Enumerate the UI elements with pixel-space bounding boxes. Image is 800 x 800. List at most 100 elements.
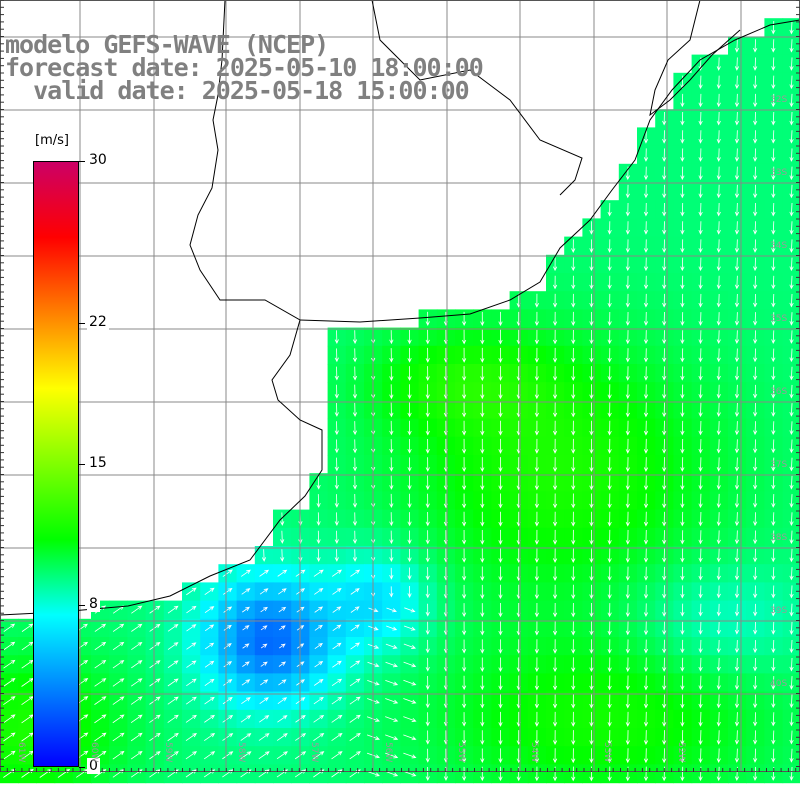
wind-arrow: [352, 549, 358, 562]
wind-arrow: [425, 511, 430, 527]
wind-arrow: [480, 402, 485, 418]
wind-arrow: [698, 112, 703, 126]
wind-arrow: [698, 567, 703, 581]
wind-arrow: [313, 751, 325, 760]
wind-arrow: [425, 366, 430, 382]
wind-arrow: [753, 112, 758, 126]
latitude-label: 33S: [770, 168, 788, 178]
wind-speed-cell: [273, 691, 292, 711]
wind-arrow: [313, 733, 325, 741]
wind-speed-cell: [163, 709, 183, 729]
wind-arrow: [552, 584, 558, 600]
wind-arrow: [480, 675, 485, 691]
wind-speed-cell: [309, 709, 329, 729]
wind-speed-cell: [254, 618, 274, 638]
wind-arrow: [240, 751, 252, 760]
wind-arrow: [643, 457, 649, 473]
wind-speed-cell: [109, 691, 128, 711]
wind-arrow: [3, 714, 16, 724]
wind-arrow: [643, 312, 649, 326]
latitude-label: 32S: [770, 95, 788, 105]
wind-arrow: [3, 732, 16, 742]
wind-arrow: [662, 384, 667, 400]
wind-arrow: [462, 603, 467, 618]
wind-arrow: [716, 130, 721, 144]
wind-arrow: [350, 606, 360, 613]
wind-speed-cell: [145, 728, 165, 747]
wind-arrow: [480, 711, 485, 727]
wind-arrow: [589, 548, 594, 563]
wind-arrow: [552, 402, 558, 418]
wind-arrow: [643, 639, 649, 654]
wind-arrow: [403, 625, 416, 631]
wind-arrow: [680, 511, 685, 527]
wind-arrow: [789, 184, 794, 199]
wind-arrow: [316, 512, 321, 526]
wind-arrow: [753, 166, 758, 181]
wind-arrow: [242, 643, 250, 649]
wind-arrow: [352, 421, 358, 436]
wind-speed-cell: [273, 764, 292, 784]
wind-arrow: [789, 421, 794, 436]
wind-arrow: [204, 714, 216, 723]
wind-arrow: [680, 639, 685, 654]
wind-speed-cell: [309, 691, 329, 711]
wind-arrow: [21, 641, 34, 651]
wind-arrow: [222, 733, 234, 741]
wind-arrow: [662, 402, 667, 418]
wind-speed-cell: [254, 564, 274, 583]
wind-arrow: [334, 494, 339, 508]
wind-arrow: [771, 366, 776, 381]
wind-arrow: [753, 221, 758, 235]
wind-arrow: [771, 694, 776, 709]
wind-arrow: [331, 569, 342, 577]
wind-arrow: [662, 239, 667, 253]
wind-arrow: [734, 239, 740, 253]
wind-arrow: [716, 221, 721, 235]
wind-arrow: [571, 766, 576, 782]
wind-arrow: [279, 643, 286, 649]
wind-arrow: [734, 184, 740, 199]
wind-arrow: [753, 658, 758, 672]
wind-arrow: [462, 530, 467, 545]
wind-speed-cell: [236, 746, 256, 765]
wind-arrow: [389, 530, 394, 545]
wind-arrow: [753, 493, 758, 508]
wind-arrow: [680, 93, 685, 108]
wind-arrow: [680, 420, 685, 436]
wind-speed-cell: [218, 637, 238, 656]
wind-arrow: [313, 696, 324, 705]
colorbar-tick: [79, 464, 85, 465]
wind-arrow: [589, 239, 594, 253]
wind-speed-cell: [145, 637, 165, 656]
wind-speed-cell: [0, 746, 19, 765]
wind-arrow: [571, 438, 576, 454]
wind-arrow: [662, 585, 667, 599]
wind-speed-cell: [218, 564, 238, 583]
wind-speed-cell: [0, 728, 19, 747]
wind-arrow: [662, 348, 667, 363]
wind-arrow: [462, 384, 467, 400]
wind-arrow: [625, 639, 630, 654]
wind-arrow: [716, 530, 721, 545]
wind-arrow: [643, 493, 649, 509]
wind-speed-cell: [18, 637, 37, 656]
wind-arrow: [314, 643, 323, 649]
wind-arrow: [589, 257, 594, 272]
wind-arrow: [789, 384, 794, 399]
wind-arrow: [589, 511, 594, 527]
wind-arrow: [643, 438, 649, 454]
wind-speed-cell: [273, 655, 292, 674]
wind-arrow: [625, 693, 630, 709]
wind-arrow: [130, 714, 143, 723]
wind-arrow: [334, 549, 339, 562]
wind-arrow: [462, 748, 467, 763]
lagoon-coast: [649, 0, 741, 117]
wind-arrow: [407, 347, 412, 363]
wind-arrow: [643, 693, 649, 709]
wind-speed-cell: [309, 582, 329, 602]
wind-speed-cell: [163, 600, 183, 620]
wind-arrow: [716, 166, 721, 181]
wind-speed-cell: [327, 655, 347, 674]
wind-arrow: [680, 439, 685, 454]
